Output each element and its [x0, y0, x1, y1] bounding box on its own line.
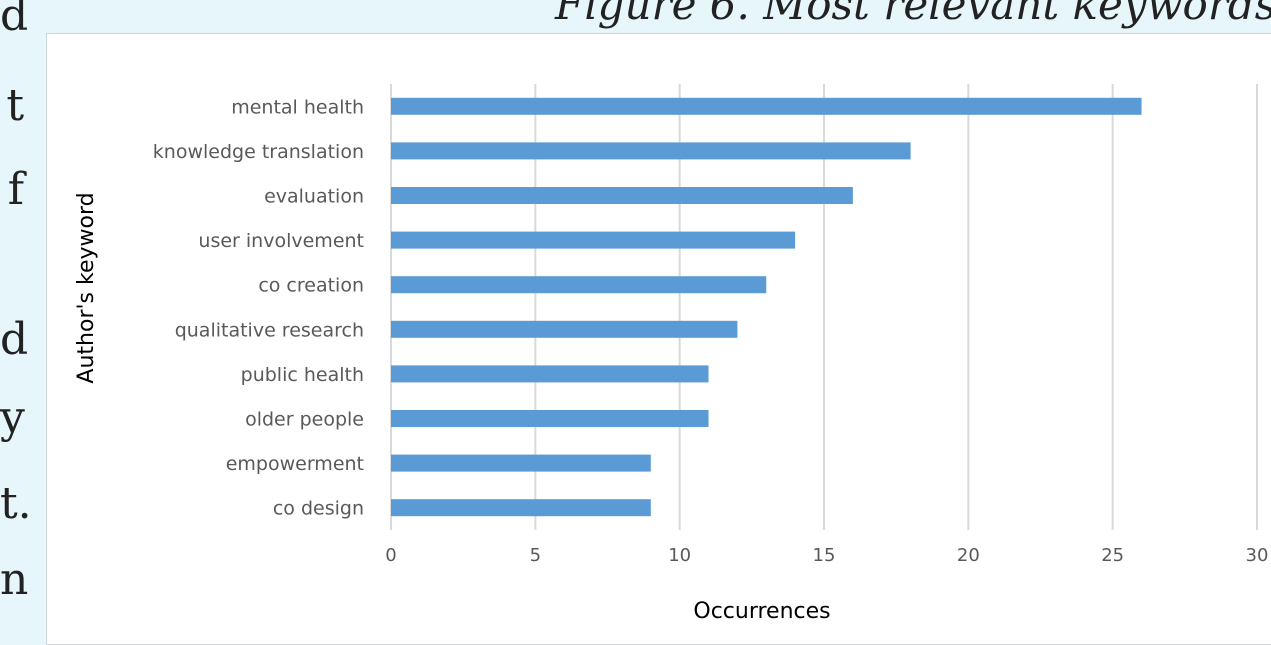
chart-panel	[46, 33, 1271, 645]
bar	[391, 276, 767, 294]
x-tick-label: 20	[957, 545, 980, 566]
side-letter: y	[0, 392, 25, 443]
x-tick-label: 25	[1101, 545, 1124, 566]
category-labels: mental health knowledge translation evalua…	[153, 96, 364, 519]
category-label: user involvement	[198, 230, 364, 252]
bars	[391, 97, 1142, 517]
bar	[391, 231, 796, 249]
x-tick-label: 10	[668, 545, 691, 566]
side-letter: n	[0, 554, 29, 605]
side-letter: d	[0, 0, 29, 41]
bar	[391, 142, 911, 160]
category-label: public health	[241, 364, 364, 386]
bar	[391, 410, 709, 427]
bar	[391, 499, 651, 517]
x-tick-label: 30	[1246, 545, 1269, 566]
bar-chart: mental health knowledge translation evalua…	[74, 84, 1268, 624]
side-letter: f	[7, 164, 24, 215]
x-tick-label: 15	[813, 545, 836, 566]
bar	[391, 97, 1142, 115]
x-axis-title: Occurrences	[693, 599, 830, 624]
y-axis-title: Author's keyword	[74, 192, 99, 383]
category-label: older people	[245, 409, 364, 431]
category-label: empowerment	[226, 453, 364, 475]
category-label: knowledge translation	[153, 141, 364, 163]
bar	[391, 320, 738, 338]
side-letter: d	[0, 314, 29, 365]
bar	[391, 365, 709, 383]
category-label: evaluation	[264, 186, 364, 208]
side-letter: t	[6, 80, 24, 131]
x-tick-label: 0	[385, 545, 396, 566]
x-tick-labels: 0 5 10 15 20 25 30	[385, 545, 1268, 566]
figure-caption: Figure 6. Most relevant keywords	[555, 0, 1271, 29]
category-label: co design	[273, 498, 364, 520]
category-label: co creation	[258, 275, 364, 297]
category-label: qualitative research	[175, 319, 364, 341]
bar	[391, 187, 853, 204]
bar	[391, 454, 651, 472]
x-tick-label: 5	[530, 545, 541, 566]
category-label: mental health	[231, 96, 364, 118]
